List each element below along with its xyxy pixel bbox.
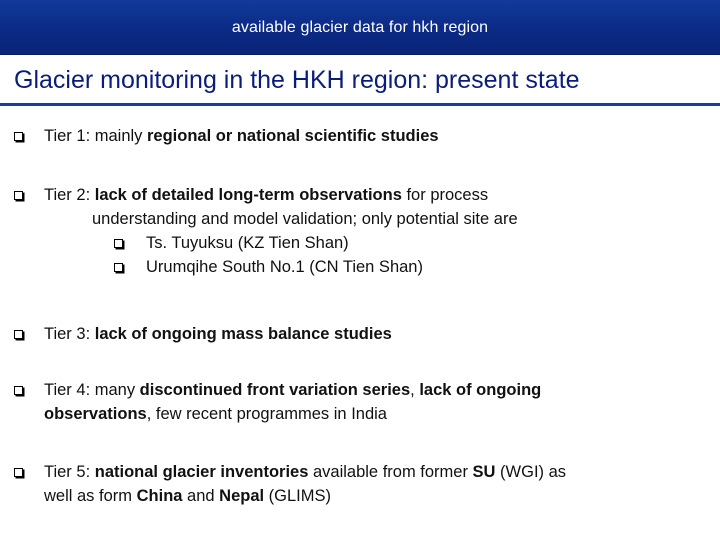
title-bar-text: available glacier data for hkh region	[231, 19, 489, 36]
tier-5-emphasis: national glacier inventories	[94, 463, 309, 481]
tier-2-continuation: understanding and model validation; only…	[92, 210, 518, 228]
tier-5-emphasis: China	[136, 487, 183, 505]
tier-5-emphasis: SU	[472, 463, 496, 481]
tier-1-label: Tier 1: mainly	[44, 127, 147, 145]
square-bullet-icon	[14, 386, 23, 395]
tier-5-text-part: and	[182, 487, 220, 505]
square-bullet-icon	[14, 330, 23, 339]
bullet-tier-4-text: Tier 4: many discontinued front variatio…	[44, 378, 694, 426]
bullet-tier-2-text: Tier 2: lack of detailed long-term obser…	[44, 183, 694, 279]
tier-5-label: Tier 5:	[44, 463, 95, 481]
title-bar: available glacier data for hkh region	[0, 0, 720, 55]
tier-5-text-part: (WGI) as	[495, 463, 567, 481]
square-bullet-icon	[14, 191, 23, 200]
square-bullet-icon	[14, 468, 23, 477]
square-bullet-icon	[14, 132, 23, 141]
sub-bullet-tuyuksu: Ts. Tuyuksu (KZ Tien Shan)	[44, 231, 694, 255]
tier-4-text-part: ,	[410, 381, 420, 399]
tier-1-emphasis: regional or national scientific studies	[147, 127, 439, 145]
tier-4-label: Tier 4: many	[44, 381, 140, 399]
tier-2-emphasis: lack of detailed long-term observations	[94, 186, 402, 204]
tier-3-emphasis: lack of ongoing mass balance studies	[94, 325, 392, 343]
tier-5-emphasis: Nepal	[219, 487, 265, 505]
tier-2-label: Tier 2:	[44, 186, 95, 204]
bullet-tier-1-text: Tier 1: mainly regional or national scie…	[44, 124, 694, 148]
square-bullet-icon	[114, 239, 123, 248]
bullet-tier-5-text: Tier 5: national glacier inventories ava…	[44, 460, 694, 508]
tier-4-text-part: , few recent programmes in India	[146, 405, 387, 423]
tier-4-emphasis: observations	[44, 405, 147, 423]
tier-3-label: Tier 3:	[44, 325, 95, 343]
tier-5-text-part: well as form	[44, 487, 137, 505]
slide-heading: Glacier monitoring in the HKH region: pr…	[14, 66, 580, 94]
sub-bullet-label: Urumqihe South No.1 (CN Tien Shan)	[146, 258, 423, 276]
tier-5-text-part: (GLIMS)	[264, 487, 332, 505]
sub-bullet-urumqihe: Urumqihe South No.1 (CN Tien Shan)	[44, 255, 694, 279]
tier-2-text-part: for process	[401, 186, 489, 204]
bullet-tier-3-text: Tier 3: lack of ongoing mass balance stu…	[44, 322, 694, 346]
sub-bullet-label: Ts. Tuyuksu (KZ Tien Shan)	[146, 234, 349, 252]
tier-4-emphasis: discontinued front variation series	[139, 381, 411, 399]
heading-divider	[0, 103, 720, 106]
square-bullet-icon	[114, 263, 123, 272]
tier-5-text-part: available from former	[308, 463, 473, 481]
tier-4-emphasis: lack of ongoing	[419, 381, 542, 399]
